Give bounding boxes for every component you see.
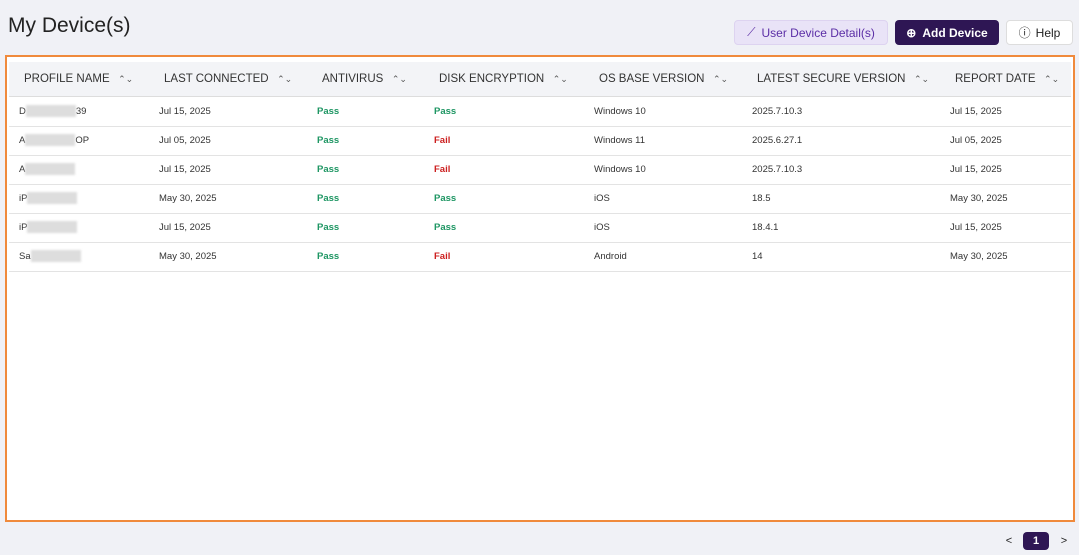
status-cell: Pass [317,164,340,175]
profile-name-end: 39 [75,106,87,117]
sort-icon[interactable]: ⌃⌄ [115,74,134,84]
status-cell: Pass [434,106,457,117]
sort-icon[interactable]: ⌃⌄ [550,74,568,84]
prev-page[interactable]: < [1005,535,1013,547]
table-cell: Windows 10 [594,164,646,175]
profile-name-cell: Sa [19,242,81,271]
profile-name-end: OP [75,135,90,146]
profile-name-cell: D 39 [19,97,86,126]
table-cell: iOS [594,222,610,233]
table-cell: Android [594,251,627,262]
profile-name-start: iP [19,222,28,233]
status-cell: Pass [317,135,340,146]
redacted [27,221,78,234]
table-cell: 2025.7.10.3 [752,106,803,117]
table-row: iP May 30, 2025 Pass Pass iOS 18.5 May 30, 202… [9,184,1071,214]
label: User Device Detail(s) [761,25,875,40]
profile-name-start: A [19,164,26,175]
column-header[interactable]: OS BASE VERSION ⌃⌄ [599,73,729,85]
next-page[interactable]: > [1060,535,1068,547]
table-cell: Jul 05, 2025 [950,135,1002,146]
profile-name-start: D [19,106,26,117]
add-device-button[interactable]: ⊕ Add Device [895,20,999,45]
redacted [25,105,76,118]
table-cell: Jul 15, 2025 [159,164,211,175]
table-cell: Windows 11 [594,135,646,146]
profile-name-cell: A [19,155,76,184]
status-cell: Pass [434,222,457,233]
status-cell: Fail [434,251,451,262]
table-cell: May 30, 2025 [950,193,1008,204]
column-header[interactable]: LATEST SECURE VERSION ⌃⌄ [757,73,930,85]
sort-icon[interactable]: ⌃⌄ [274,74,293,84]
profile-name-cell: A OP [19,126,89,155]
current-page[interactable]: 1 [1023,532,1049,550]
profile-name-cell: iP [19,213,78,242]
profile-name-cell: iP [19,184,78,213]
table-row: iP Jul 15, 2025 Pass Pass iOS 18.4.1 Jul 15, 2… [9,213,1071,243]
table-cell: 14 [752,251,763,262]
table-cell: May 30, 2025 [159,193,217,204]
icon: ⟋ [747,25,756,39]
table-cell: Jul 15, 2025 [950,222,1002,233]
table-cell: Jul 15, 2025 [950,106,1002,117]
table-row: A Jul 15, 2025 Pass Fail Windows 10 2025.7.10… [9,155,1071,185]
table-cell: iOS [594,193,610,204]
table-cell: Jul 05, 2025 [159,135,211,146]
column-header[interactable]: PROFILE NAME ⌃⌄ [24,73,134,85]
label: Help [1035,25,1061,40]
table-cell: May 30, 2025 [159,251,217,262]
redacted [27,192,78,205]
table-cell: 2025.6.27.1 [752,135,803,146]
icon: ⓘ [1018,26,1031,40]
table-cell: May 30, 2025 [950,251,1008,262]
status-cell: Pass [317,251,340,262]
help-button[interactable]: ⓘ Help [1006,20,1073,45]
label: Add Device [922,25,988,40]
table-row: D 39 Jul 15, 2025 Pass Pass Windows 10 2025.7.… [9,97,1071,127]
table-row: Sa May 30, 2025 Pass Fail Android 14 May 30, 2… [9,242,1071,272]
column-header[interactable]: REPORT DATE ⌃⌄ [955,73,1060,85]
profile-name-start: A [19,135,26,146]
column-header[interactable]: DISK ENCRYPTION ⌃⌄ [439,73,568,85]
column-header[interactable]: ANTIVIRUS ⌃⌄ [322,73,407,85]
status-cell: Pass [434,193,457,204]
status-cell: Pass [317,193,340,204]
profile-name-start: Sa [19,251,31,262]
table-cell: Jul 15, 2025 [159,222,211,233]
status-cell: Pass [317,106,340,117]
sort-icon[interactable]: ⌃⌄ [710,74,729,84]
devices-table: PROFILE NAME ⌃⌄ LAST CONNECTED ⌃⌄ ANTIVIRU… [5,55,1075,522]
table-header: PROFILE NAME ⌃⌄ LAST CONNECTED ⌃⌄ ANTIVIRU… [9,62,1071,97]
sort-icon[interactable]: ⌃⌄ [389,74,407,84]
status-cell: Fail [434,164,451,175]
table-row: A OP Jul 05, 2025 Pass Fail Windows 11 2025.6.… [9,126,1071,156]
icon: ⊕ [906,25,917,40]
page-title: My Device(s) [8,14,131,37]
redacted [30,250,81,263]
status-cell: Fail [434,135,451,146]
user-device-detail-button[interactable]: ⟋ User Device Detail(s) [734,20,888,45]
table-cell: 18.4.1 [752,222,779,233]
sort-icon[interactable]: ⌃⌄ [1041,74,1060,84]
status-cell: Pass [317,222,340,233]
redacted [25,134,76,147]
column-header[interactable]: LAST CONNECTED ⌃⌄ [164,73,293,85]
table-cell: 18.5 [752,193,771,204]
table-cell: 2025.7.10.3 [752,164,803,175]
sort-icon[interactable]: ⌃⌄ [911,74,930,84]
profile-name-start: iP [19,193,28,204]
redacted [25,163,76,176]
table-cell: Jul 15, 2025 [159,106,211,117]
table-cell: Jul 15, 2025 [950,164,1002,175]
table-cell: Windows 10 [594,106,646,117]
